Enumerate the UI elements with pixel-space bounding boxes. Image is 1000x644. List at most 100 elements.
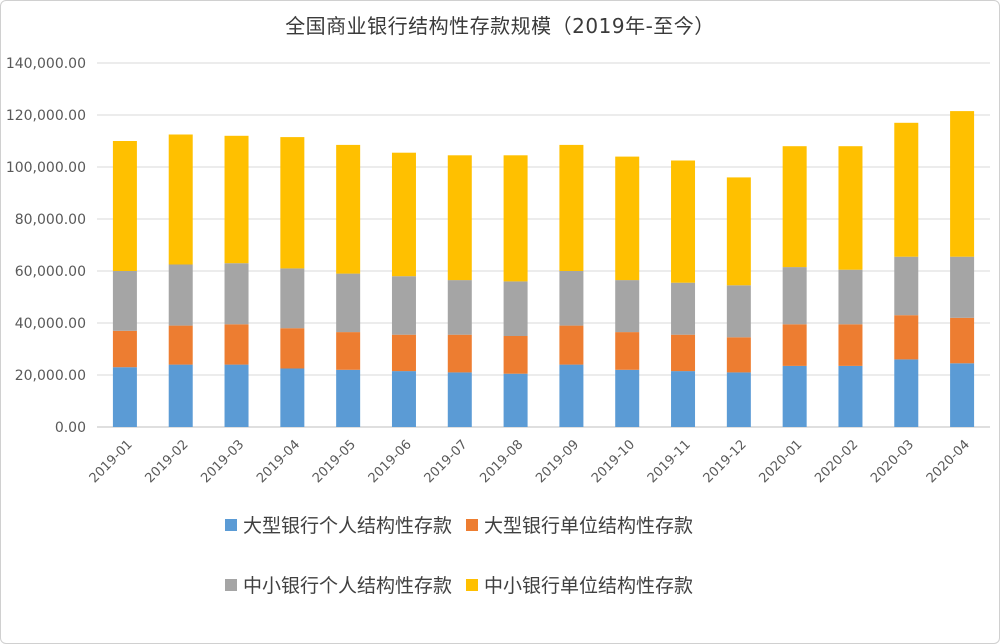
x-tick-label: 2019-08 <box>477 437 526 486</box>
bar-segment-2019-11-s1 <box>671 334 696 372</box>
y-tick-label: 40,000.00 <box>15 316 86 332</box>
x-tick-label: 2019-07 <box>422 437 471 486</box>
legend-label: 大型银行个人结构性存款 <box>243 515 453 537</box>
bar-segment-2019-05-s1 <box>336 332 361 370</box>
bar-segment-2019-11-s0 <box>671 371 696 427</box>
x-tick-label: 2019-10 <box>589 437 638 486</box>
bar-segment-2020-03-s1 <box>894 315 919 360</box>
bar-segment-2019-08-s1 <box>503 336 528 374</box>
x-tick-label: 2020-04 <box>924 437 973 486</box>
bar-segment-2019-04-s3 <box>280 137 305 269</box>
bar-segment-2020-01-s2 <box>782 267 807 325</box>
bar-segment-2019-08-s0 <box>503 373 528 427</box>
x-tick-label: 2019-09 <box>533 437 582 486</box>
bar-segment-2020-02-s0 <box>838 365 863 427</box>
bar-segment-2019-04-s2 <box>280 268 305 329</box>
x-tick-label: 2019-12 <box>701 437 750 486</box>
bar-segment-2019-12-s3 <box>726 177 751 286</box>
bar-segment-2019-05-s2 <box>336 273 361 333</box>
bar-segment-2020-04-s3 <box>950 111 975 257</box>
bar-segment-2019-02-s1 <box>168 325 193 365</box>
legend-swatch <box>466 578 479 591</box>
bar-segment-2020-01-s0 <box>782 365 807 427</box>
x-tick-label: 2020-03 <box>868 437 917 486</box>
chart-title: 全国商业银行结构性存款规模（2019年-至今） <box>285 14 715 38</box>
legend-swatch <box>225 518 237 531</box>
bar-segment-2020-03-s3 <box>894 122 919 257</box>
bar-segment-2020-01-s1 <box>782 324 807 366</box>
bar-segment-2019-02-s2 <box>168 264 193 326</box>
bar-segment-2019-07-s2 <box>447 280 472 335</box>
bar-segment-2020-04-s1 <box>950 317 975 364</box>
bar-segment-2020-02-s1 <box>838 324 863 366</box>
legend-label: 大型银行单位结构性存款 <box>484 515 694 537</box>
bar-segment-2019-02-s3 <box>168 134 193 265</box>
bar-segment-2019-06-s0 <box>391 371 416 427</box>
legend-row-2: 中小银行个人结构性存款 中小银行单位结构性存款 <box>225 571 707 598</box>
legend-row-1: 大型银行个人结构性存款 大型银行单位结构性存款 <box>225 511 707 538</box>
x-tick-label: 2019-03 <box>198 437 247 486</box>
bar-segment-2019-01-s0 <box>112 367 137 427</box>
x-tick-label: 2019-05 <box>310 437 359 486</box>
bar-segment-2020-01-s3 <box>782 146 807 268</box>
bar-segment-2019-06-s2 <box>391 276 416 335</box>
bar-segment-2019-07-s0 <box>447 372 472 427</box>
legend-item-large-personal: 大型银行个人结构性存款 <box>225 511 452 538</box>
bar-segment-2019-09-s2 <box>559 271 584 326</box>
legend-item-small-corporate: 中小银行单位结构性存款 <box>466 571 693 598</box>
bar-segment-2019-03-s3 <box>224 135 249 264</box>
y-tick-label: 0.00 <box>55 420 86 436</box>
bar-segment-2019-06-s1 <box>391 334 416 372</box>
bar-segment-2019-10-s0 <box>615 369 640 427</box>
bar-segment-2019-02-s0 <box>168 364 193 427</box>
y-tick-label: 140,000.00 <box>6 56 86 72</box>
y-tick-label: 100,000.00 <box>6 160 86 176</box>
legend-label: 中小银行单位结构性存款 <box>484 575 694 597</box>
bar-segment-2020-03-s0 <box>894 359 919 427</box>
bar-segment-2019-12-s2 <box>726 285 751 338</box>
bars <box>112 111 975 427</box>
bar-segment-2019-03-s2 <box>224 263 249 325</box>
bar-segment-2019-09-s0 <box>559 364 584 427</box>
bar-segment-2019-04-s0 <box>280 368 305 427</box>
legend-label: 中小银行个人结构性存款 <box>243 575 453 597</box>
bar-segment-2019-11-s3 <box>671 160 696 283</box>
bar-segment-2019-11-s2 <box>671 282 696 335</box>
bar-segment-2019-07-s3 <box>447 155 472 281</box>
legend-swatch <box>225 578 237 591</box>
x-tick-label: 2019-04 <box>254 437 303 486</box>
bar-segment-2020-03-s2 <box>894 256 919 316</box>
y-axis-ticks: 0.00 20,000.00 40,000.00 60,000.00 80,000.00… <box>6 56 86 436</box>
x-axis-ticks: 2019-01 2019-02 2019-03 2019-04 2019-05 2019-… <box>87 437 973 486</box>
bar-segment-2019-10-s3 <box>615 156 640 281</box>
bar-segment-2019-10-s1 <box>615 332 640 370</box>
bar-segment-2019-04-s1 <box>280 328 305 369</box>
bar-segment-2019-05-s3 <box>336 144 361 274</box>
bar-segment-2019-08-s3 <box>503 155 528 282</box>
bar-segment-2019-10-s2 <box>615 280 640 333</box>
bar-segment-2019-01-s3 <box>112 141 137 271</box>
bar-segment-2019-12-s1 <box>726 337 751 373</box>
bar-segment-2019-06-s3 <box>391 152 416 277</box>
y-tick-label: 60,000.00 <box>15 264 86 280</box>
legend-item-small-personal: 中小银行个人结构性存款 <box>225 571 452 598</box>
y-tick-label: 120,000.00 <box>6 108 86 124</box>
bar-segment-2019-03-s1 <box>224 324 249 365</box>
bar-segment-2019-12-s0 <box>726 372 751 427</box>
bar-segment-2019-09-s3 <box>559 144 584 271</box>
bar-segment-2019-08-s2 <box>503 281 528 336</box>
bar-segment-2019-05-s0 <box>336 369 361 427</box>
bar-segment-2019-01-s1 <box>112 330 137 368</box>
x-tick-label: 2019-11 <box>645 437 694 486</box>
bar-segment-2019-01-s2 <box>112 271 137 331</box>
bar-segment-2020-02-s2 <box>838 269 863 325</box>
legend-item-large-corporate: 大型银行单位结构性存款 <box>466 511 693 538</box>
x-tick-label: 2019-02 <box>143 437 192 486</box>
y-tick-label: 20,000.00 <box>15 368 86 384</box>
y-tick-label: 80,000.00 <box>15 212 86 228</box>
bar-segment-2019-07-s1 <box>447 334 472 373</box>
bar-segment-2020-04-s0 <box>950 363 975 427</box>
bar-segment-2019-03-s0 <box>224 364 249 427</box>
